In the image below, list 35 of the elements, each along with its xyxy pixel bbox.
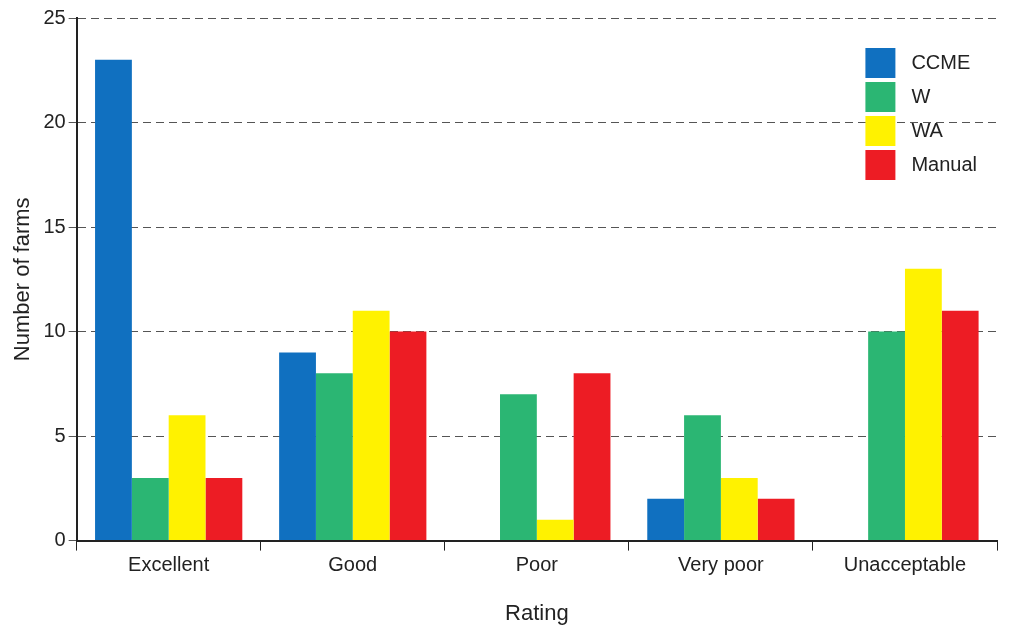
bar <box>279 352 316 541</box>
x-tick-label: Unacceptable <box>843 553 967 576</box>
bar <box>205 477 243 541</box>
bar <box>389 331 427 541</box>
y-tick-label: 10 <box>43 319 66 342</box>
x-tick-label: Very poor <box>678 553 765 576</box>
bar <box>352 310 390 541</box>
x-tick-label: Excellent <box>128 553 210 576</box>
bar <box>95 59 132 541</box>
bar <box>168 415 206 541</box>
bar <box>904 268 942 541</box>
y-tick-label: 25 <box>43 5 66 28</box>
bar <box>315 373 353 541</box>
x-tick-label: Poor <box>515 553 559 576</box>
legend-label: Manual <box>911 152 978 175</box>
y-tick-label: 20 <box>43 110 66 133</box>
x-axis-title: Rating <box>505 599 569 625</box>
bar <box>573 373 611 541</box>
bar <box>131 477 169 541</box>
bar <box>500 394 537 541</box>
bar <box>941 310 979 541</box>
y-tick-label: 0 <box>54 528 66 551</box>
bar <box>684 415 721 541</box>
bar <box>757 498 795 541</box>
x-tick-label: Good <box>328 553 378 576</box>
bar <box>647 498 685 541</box>
bar <box>720 477 758 541</box>
y-axis-title: Number of farms <box>9 197 35 362</box>
legend-label: W <box>911 84 931 107</box>
legend-label: CCME <box>911 50 971 73</box>
bar <box>868 331 905 541</box>
y-tick-label: 15 <box>43 214 66 237</box>
legend-label: WA <box>911 118 944 141</box>
bar <box>536 519 574 541</box>
y-tick-label: 5 <box>54 423 66 446</box>
